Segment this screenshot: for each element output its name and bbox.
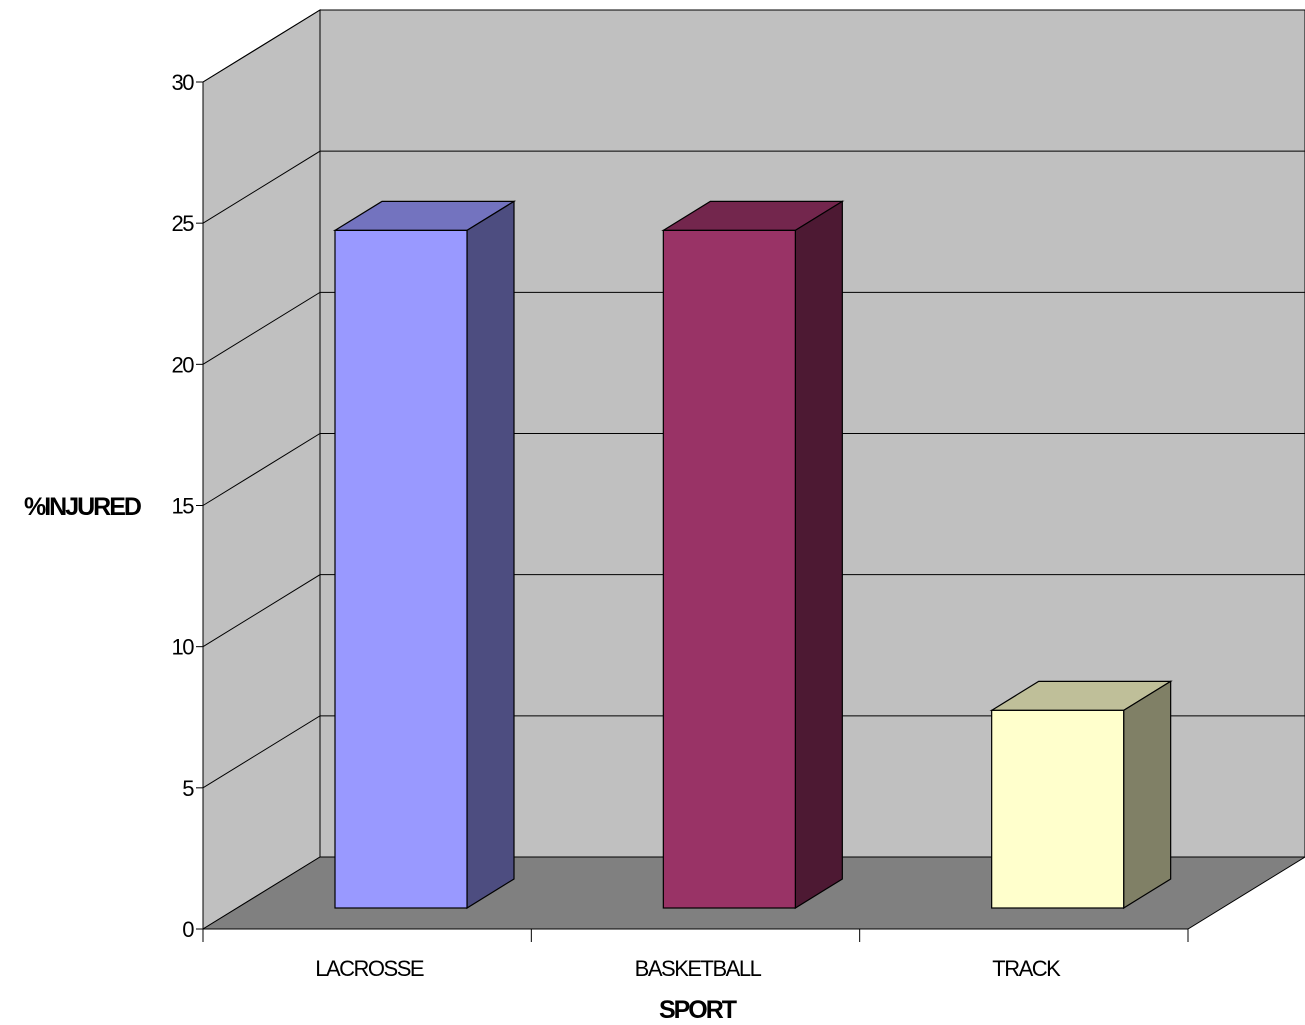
gridline — [202, 433, 1305, 506]
gridline — [202, 291, 1305, 365]
bar — [661, 200, 845, 910]
y-tick-labels: 0 5 10 15 20 25 30 — [172, 70, 196, 942]
y-tick-label: 5 — [182, 776, 194, 801]
bar-series — [332, 200, 1173, 910]
x-axis-title: SPORT — [659, 996, 737, 1024]
bar-front — [334, 229, 468, 909]
y-tick-label: 10 — [172, 635, 195, 660]
bar-front — [662, 229, 796, 909]
y-tick-label: 20 — [172, 352, 195, 377]
y-axis-title: %INJURED — [24, 493, 141, 521]
bar — [989, 680, 1173, 910]
bar-side — [466, 200, 515, 910]
gridline — [202, 574, 1305, 648]
y-tick-label: 15 — [172, 494, 195, 519]
x-category-label: LACROSSE — [315, 956, 424, 981]
gridline — [202, 150, 1305, 224]
gridline — [202, 9, 1305, 83]
gridlines — [202, 9, 1305, 789]
y-tick-label: 25 — [172, 211, 195, 236]
bar-side — [1123, 680, 1172, 910]
y-tick-label: 30 — [172, 70, 195, 95]
axes — [196, 81, 1189, 942]
y-tick-label: 0 — [182, 917, 194, 942]
gridline — [202, 715, 1305, 789]
bar-front — [991, 709, 1125, 909]
x-category-label: BASKETBALL — [635, 956, 762, 981]
x-category-labels: LACROSSE BASKETBALL TRACK — [315, 956, 1062, 981]
bar — [332, 200, 517, 910]
x-category-label: TRACK — [992, 956, 1061, 981]
bar-side — [794, 200, 843, 910]
